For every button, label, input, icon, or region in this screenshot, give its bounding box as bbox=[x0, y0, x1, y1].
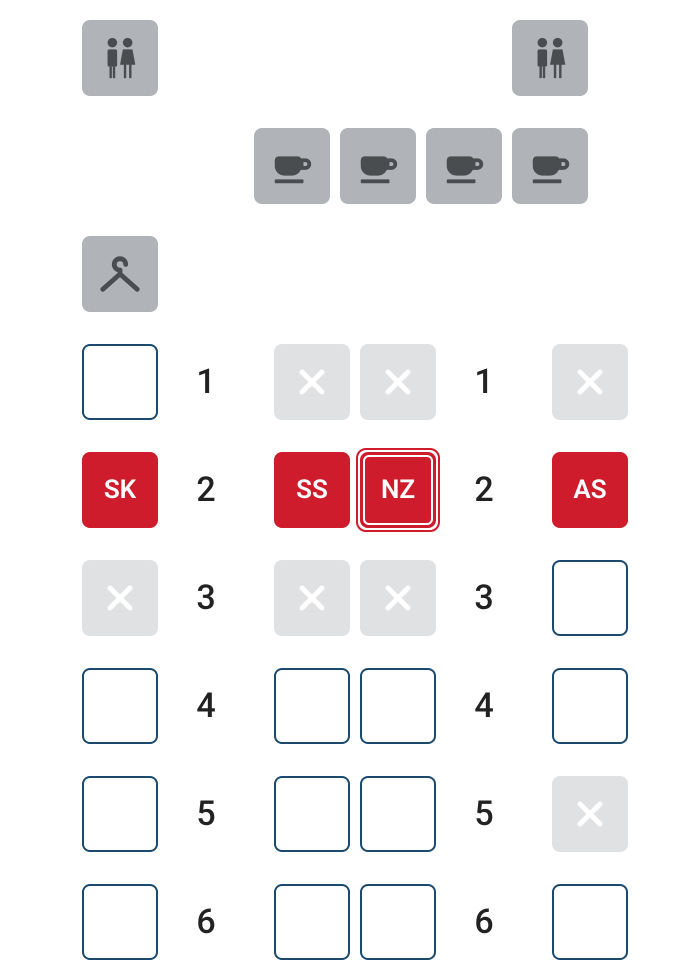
seat-unavailable bbox=[274, 344, 350, 420]
seat-map: 11SK2SSNZ2AS33445566 bbox=[0, 20, 688, 960]
seat-available[interactable] bbox=[274, 884, 350, 960]
seat-row: SK2SSNZ2AS bbox=[82, 452, 688, 528]
row-number: 5 bbox=[168, 794, 244, 834]
seat-available[interactable] bbox=[552, 560, 628, 636]
galley-icon bbox=[512, 128, 588, 204]
seat-available[interactable] bbox=[552, 668, 628, 744]
row-number: 1 bbox=[168, 362, 244, 402]
closet-icon bbox=[82, 236, 158, 312]
lavatory-icon bbox=[512, 20, 588, 96]
galley-icon bbox=[340, 128, 416, 204]
seat-available[interactable] bbox=[82, 884, 158, 960]
row-number: 3 bbox=[446, 578, 522, 618]
facility-row bbox=[82, 128, 688, 204]
seat-unavailable bbox=[552, 344, 628, 420]
seat-occupied[interactable]: SS bbox=[274, 452, 350, 528]
facility-row bbox=[82, 236, 688, 312]
seat-unavailable bbox=[552, 776, 628, 852]
seat-available[interactable] bbox=[552, 884, 628, 960]
seat-selected[interactable]: NZ bbox=[360, 452, 436, 528]
row-number: 2 bbox=[446, 470, 522, 510]
row-number: 4 bbox=[168, 686, 244, 726]
seat-row: 55 bbox=[82, 776, 688, 852]
row-number: 6 bbox=[446, 902, 522, 942]
galley-icon bbox=[254, 128, 330, 204]
seat-occupied[interactable]: AS bbox=[552, 452, 628, 528]
seat-unavailable bbox=[274, 560, 350, 636]
seat-row: 33 bbox=[82, 560, 688, 636]
seat-available[interactable] bbox=[360, 884, 436, 960]
seat-available[interactable] bbox=[274, 776, 350, 852]
seat-rows: 11SK2SSNZ2AS33445566 bbox=[82, 344, 688, 960]
seat-row: 11 bbox=[82, 344, 688, 420]
row-number: 5 bbox=[446, 794, 522, 834]
seat-available[interactable] bbox=[82, 776, 158, 852]
seat-row: 66 bbox=[82, 884, 688, 960]
row-number: 2 bbox=[168, 470, 244, 510]
seat-available[interactable] bbox=[82, 344, 158, 420]
seat-available[interactable] bbox=[360, 776, 436, 852]
seat-unavailable bbox=[360, 560, 436, 636]
row-number: 1 bbox=[446, 362, 522, 402]
lavatory-icon bbox=[82, 20, 158, 96]
row-number: 3 bbox=[168, 578, 244, 618]
seat-unavailable bbox=[360, 344, 436, 420]
row-number: 6 bbox=[168, 902, 244, 942]
seat-occupied[interactable]: SK bbox=[82, 452, 158, 528]
seat-row: 44 bbox=[82, 668, 688, 744]
seat-available[interactable] bbox=[82, 668, 158, 744]
row-number: 4 bbox=[446, 686, 522, 726]
galley-icon bbox=[426, 128, 502, 204]
seat-available[interactable] bbox=[360, 668, 436, 744]
seat-available[interactable] bbox=[274, 668, 350, 744]
facility-row bbox=[82, 20, 688, 96]
seat-unavailable bbox=[82, 560, 158, 636]
